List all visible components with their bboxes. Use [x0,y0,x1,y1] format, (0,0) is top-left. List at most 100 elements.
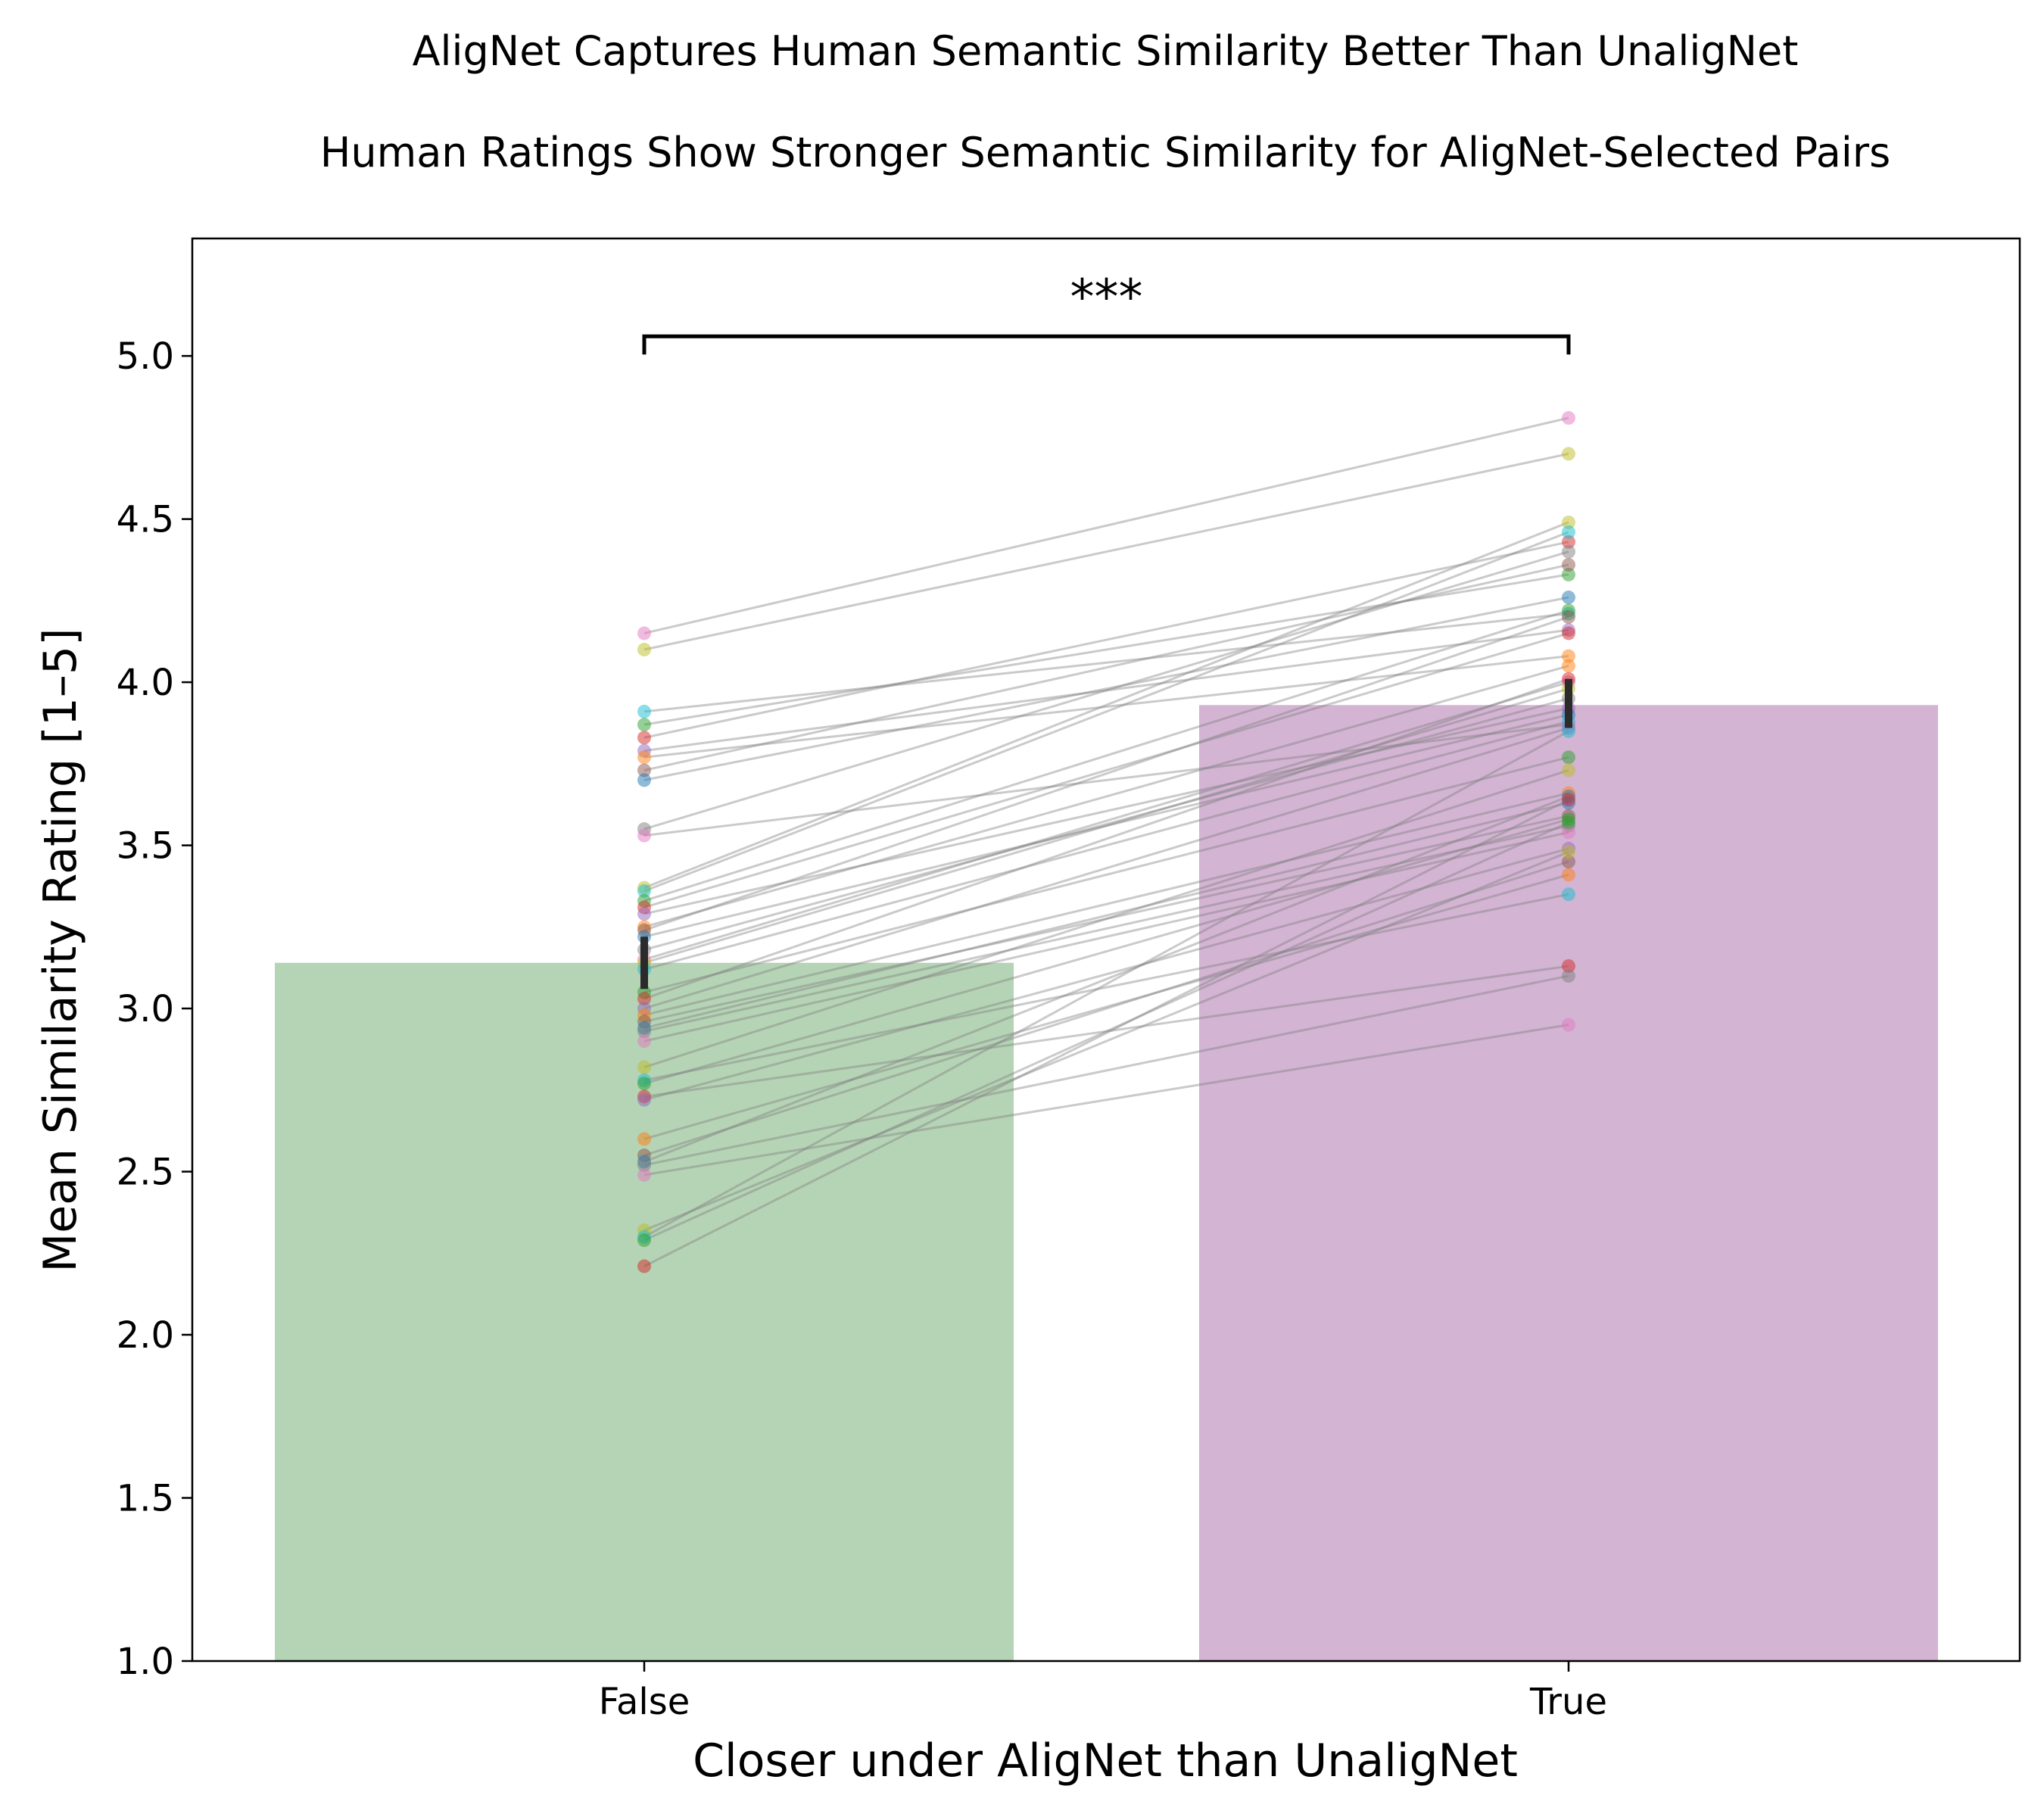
y-tick-label: 3.0 [117,988,174,1030]
data-point-true [1562,855,1575,869]
data-point-true [1562,525,1575,539]
paired-lines [643,416,1569,1267]
x-tick-label: False [599,1681,690,1723]
data-point-true [1562,887,1575,902]
x-tick-label: True [1529,1681,1607,1723]
data-point-false [637,1259,651,1273]
data-point-true [1562,968,1575,983]
data-point-true [1562,825,1575,840]
y-tick-label: 4.0 [117,662,174,704]
pair-line [643,831,1569,1043]
data-point-true [1562,1018,1575,1032]
pair-line [643,452,1569,651]
pair-line [643,723,1569,837]
data-point-true [1562,609,1575,624]
pair-line [643,792,1569,1017]
pair-line [643,628,1569,753]
pair-line [643,609,1569,902]
error-bars [640,678,1572,990]
data-point-false [637,884,651,898]
data-point-false [637,718,651,732]
pair-line [643,416,1569,634]
data-point-true [1562,567,1575,581]
pair-line [643,860,1569,1157]
pair-line [643,707,1569,915]
pair-line [643,573,1569,726]
pair-line [643,678,1569,1000]
data-point-true [1562,515,1575,529]
pair-line [643,821,1569,1242]
x-axis-ticks: False True [599,1661,1607,1723]
pair-line [643,824,1569,1033]
significance-bracket-line [642,334,1571,355]
pair-line [643,815,1569,1023]
y-axis-label: Mean Similarity Rating [1–5] [34,628,87,1273]
data-point-true [1562,815,1575,830]
data-point-false [637,750,651,765]
data-point-true [1562,626,1575,640]
pair-line [643,632,1569,908]
pair-line [643,713,1569,938]
chart-title: AligNet Captures Human Semantic Similari… [413,27,1799,75]
pair-line [643,974,1569,1167]
bars [275,705,1938,1661]
pair-line [643,720,1569,971]
data-point-false [637,704,651,718]
y-tick-label: 2.0 [117,1314,174,1357]
pair-line [643,665,1569,928]
pair-line [643,681,1569,961]
pair-line [643,795,1569,1164]
data-point-true [1562,959,1575,974]
significance-label: *** [1070,270,1143,326]
data-point-false [637,1092,651,1107]
data-point-false [637,1034,651,1049]
chart-subtitle: Human Ratings Show Stronger Semantic Sim… [320,129,1890,176]
y-tick-label: 5.0 [117,335,174,378]
data-point-true [1562,659,1575,673]
pair-line [643,818,1569,1085]
data-point-false [637,1060,651,1074]
data-point-false [637,1132,651,1146]
pair-line [643,850,1569,1232]
data-point-false [637,731,651,745]
data-point-false [637,1233,651,1248]
y-tick-label: 4.5 [117,499,174,541]
pair-line [643,893,1569,1082]
data-point-true [1562,411,1575,425]
data-point-false [637,907,651,921]
pair-line [643,616,1569,932]
data-point-false [637,773,651,787]
data-point-true [1562,557,1575,572]
pair-line [643,541,1569,739]
data-point-true [1562,793,1575,807]
y-axis-ticks: 1.0 1.5 2.0 2.5 3.0 3.5 4.0 4.5 5.0 [117,335,192,1683]
data-point-false [637,828,651,843]
pair-line [643,802,1569,1030]
data-point-false [637,992,651,1006]
data-point-false [637,1158,651,1172]
pair-line [643,687,1569,965]
pair-line [643,873,1569,1140]
pair-line [643,596,1569,781]
pair-line [643,965,1569,1098]
data-point-false [637,643,651,657]
pair-line [643,798,1569,1267]
pair-line [643,847,1569,1102]
data-point-true [1562,845,1575,859]
data-point-true [1562,535,1575,549]
data-point-true [1562,868,1575,882]
pair-line [643,769,1569,1069]
data-point-false [637,1077,651,1091]
pair-line [643,1024,1569,1177]
data-point-false [637,763,651,778]
pair-line [643,655,1569,759]
pair-line [643,563,1569,771]
y-tick-label: 2.5 [117,1152,174,1194]
significance-bracket: *** [642,270,1571,355]
data-point-false [637,1024,651,1039]
pair-line [643,756,1569,993]
y-tick-label: 1.0 [117,1641,174,1683]
y-tick-label: 3.5 [117,825,174,868]
data-point-true [1562,447,1575,461]
